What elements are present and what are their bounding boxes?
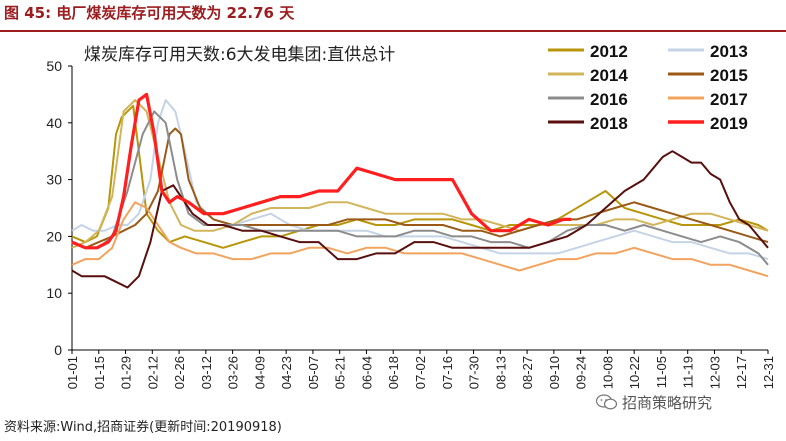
x-tick-label: 04-09: [252, 356, 267, 389]
x-tick-label: 06-18: [386, 356, 401, 389]
series-line-2017: [71, 201, 769, 278]
x-tick-label: 06-04: [359, 356, 374, 389]
x-tick-label: 12-03: [707, 356, 722, 389]
watermark-text: 招商策略研究: [622, 394, 713, 412]
source-note: 资料来源:Wind,招商证券(更新时间:20190918): [4, 420, 282, 435]
x-tick-label: 07-30: [467, 356, 482, 389]
series-lines: [71, 92, 769, 289]
y-tick-label: 50: [46, 58, 62, 74]
x-tick-label: 04-23: [279, 356, 294, 389]
chart-title: 煤炭库存可用天数:6大发电集团:直供总计: [84, 45, 395, 65]
series-line-2015: [71, 127, 769, 249]
x-tick-label: 03-26: [226, 356, 241, 389]
legend: 2012 2013 2014 2015 2016 2017 2018 2019: [548, 42, 748, 133]
legend-label-2014: 2014: [590, 66, 628, 85]
y-tick-label: 20: [46, 228, 62, 244]
x-tick-label: 01-15: [92, 356, 107, 389]
x-tick-label: 08-27: [520, 356, 535, 389]
series-line-2019: [71, 92, 572, 250]
x-tick-label: 09-10: [547, 356, 562, 389]
x-tick-label: 05-21: [333, 356, 348, 389]
x-tick-label: 11-05: [654, 356, 669, 388]
x-tick-label: 12-17: [734, 356, 749, 389]
y-tick-label: 0: [54, 342, 62, 358]
title-rule: [0, 30, 786, 32]
x-tick-label: 08-13: [493, 356, 508, 389]
x-tick-label: 09-24: [574, 356, 589, 389]
y-tick-label: 30: [46, 172, 62, 188]
watermark: 招商策略研究: [596, 392, 712, 413]
y-tick-label: 40: [46, 115, 62, 131]
legend-label-2012: 2012: [590, 42, 628, 61]
series-line-2013: [71, 99, 769, 261]
x-tick-label: 03-12: [199, 356, 214, 389]
x-tick-label: 02-26: [172, 356, 187, 389]
x-tick-label: 12-31: [761, 356, 776, 389]
legend-label-2018: 2018: [590, 114, 628, 133]
x-tick-label: 02-12: [145, 356, 160, 389]
y-tick-label: 10: [46, 285, 62, 301]
legend-label-2017: 2017: [710, 90, 748, 109]
series-line-2016: [71, 110, 769, 266]
x-tick-label: 10-08: [600, 356, 615, 389]
axes: 0 10 20 30 40 50 01-01 01-15 01-29 02-12 02-26 03-1…: [46, 58, 776, 389]
legend-label-2015: 2015: [710, 66, 748, 85]
x-tick-label: 05-07: [306, 356, 321, 389]
x-tick-label: 01-01: [65, 356, 80, 389]
legend-label-2016: 2016: [590, 90, 628, 109]
legend-label-2019: 2019: [710, 114, 748, 133]
x-tick-label: 07-16: [440, 356, 455, 389]
legend-label-2013: 2013: [710, 42, 748, 61]
x-tick-label: 11-19: [681, 356, 696, 388]
x-tick-label: 10-22: [627, 356, 642, 389]
wechat-icon: [596, 394, 618, 410]
figure-title: 图 45: 电厂煤炭库存可用天数为 22.76 天: [4, 4, 295, 22]
x-tick-label: 07-02: [413, 356, 428, 389]
x-tick-label: 01-29: [119, 356, 134, 389]
